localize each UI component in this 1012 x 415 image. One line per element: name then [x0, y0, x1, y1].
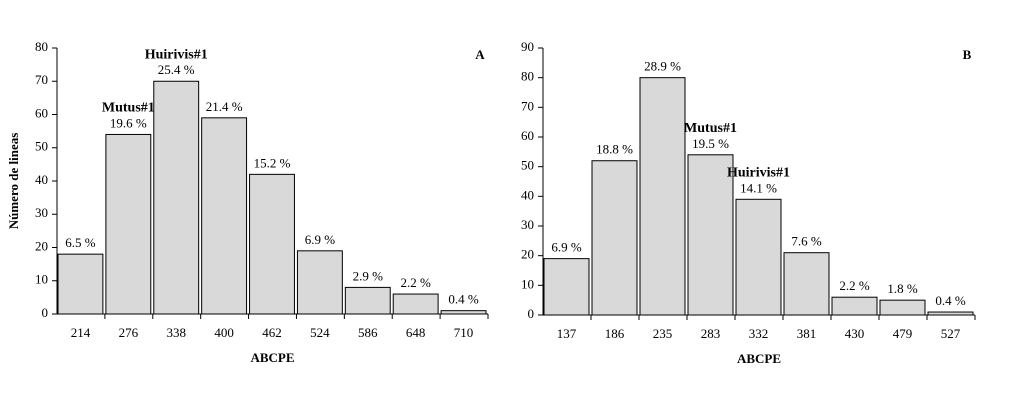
x-tick-label: 527: [941, 326, 961, 341]
x-tick-label: 381: [797, 326, 817, 341]
bar: [105, 133, 152, 315]
percent-label: 25.4 %: [158, 62, 195, 77]
x-axis-label: ABCPE: [250, 350, 294, 365]
x-tick-label: 214: [71, 325, 91, 340]
percent-label: 2.9 %: [353, 268, 384, 283]
x-tick-label: 430: [845, 326, 865, 341]
annotation: Huirivis#1: [145, 47, 208, 62]
x-tick-label: 235: [653, 326, 673, 341]
annotation: Huirivis#1: [727, 166, 790, 181]
annotation: Mutus#1: [684, 121, 737, 136]
y-tick-label: 40: [35, 172, 48, 187]
bar: [57, 253, 104, 315]
x-tick-label: 524: [310, 325, 330, 340]
bar: [440, 310, 487, 315]
percent-label: 6.9 %: [305, 232, 336, 247]
percent-label: 1.8 %: [887, 281, 918, 296]
bar: [783, 252, 830, 316]
percent-label: 7.6 %: [791, 234, 822, 249]
bar: [543, 258, 590, 316]
y-tick-label: 40: [521, 187, 534, 202]
x-tick-label: 137: [557, 326, 577, 341]
y-tick-label: 30: [35, 205, 48, 220]
x-tick-label: 276: [119, 325, 139, 340]
x-tick-label: 400: [214, 325, 234, 340]
bar: [296, 250, 343, 315]
y-tick-label: 90: [521, 39, 534, 54]
bar: [735, 198, 782, 316]
bar: [392, 293, 439, 315]
percent-label: 28.9 %: [644, 59, 681, 74]
percent-label: 6.9 %: [551, 240, 582, 255]
x-tick-label: 283: [701, 326, 721, 341]
percent-label: 14.1 %: [740, 180, 777, 195]
x-tick-label: 648: [406, 325, 426, 340]
bar: [344, 286, 391, 315]
percent-label: 21.4 %: [206, 99, 243, 114]
x-tick-label: 332: [749, 326, 769, 341]
bar: [201, 117, 248, 315]
panel-label: B: [963, 47, 972, 62]
panel-label: A: [475, 47, 485, 62]
percent-label: 2.2 %: [400, 275, 431, 290]
percent-label: 2.2 %: [839, 278, 870, 293]
y-tick-label: 30: [521, 217, 534, 232]
y-tick-label: 60: [521, 128, 534, 143]
bar: [249, 173, 295, 315]
annotation: Mutus#1: [102, 101, 155, 116]
y-axis-label: Número de lineas: [6, 133, 21, 230]
percent-label: 0.4 %: [448, 292, 479, 307]
percent-label: 19.6 %: [110, 115, 147, 130]
x-tick-label: 586: [358, 325, 378, 340]
percent-label: 19.5 %: [692, 136, 729, 151]
bar: [831, 296, 878, 316]
bar: [639, 77, 686, 316]
y-tick-label: 10: [521, 276, 534, 291]
x-tick-label: 462: [262, 325, 282, 340]
bar: [591, 160, 638, 316]
bar: [879, 299, 926, 316]
y-tick-label: 70: [35, 72, 48, 87]
y-tick-label: 60: [35, 105, 48, 120]
x-tick-label: 186: [605, 326, 625, 341]
bar: [687, 154, 734, 316]
y-tick-label: 80: [35, 39, 48, 54]
y-tick-label: 20: [521, 247, 534, 262]
x-tick-label: 479: [893, 326, 913, 341]
y-tick-label: 0: [528, 306, 535, 321]
bar: [927, 311, 974, 316]
percent-label: 6.5 %: [65, 235, 96, 250]
percent-label: 18.8 %: [596, 142, 633, 157]
bar: [153, 80, 200, 315]
x-axis-label: ABCPE: [737, 351, 781, 366]
y-tick-label: 50: [35, 139, 48, 154]
x-tick-label: 338: [166, 325, 186, 340]
x-tick-label: 710: [454, 325, 474, 340]
y-tick-label: 80: [521, 69, 534, 84]
y-tick-label: 70: [521, 98, 534, 113]
y-tick-label: 50: [521, 158, 534, 173]
percent-label: 0.4 %: [935, 293, 966, 308]
y-tick-label: 20: [35, 238, 48, 253]
y-tick-label: 0: [42, 305, 49, 320]
percent-label: 15.2 %: [254, 155, 291, 170]
y-tick-label: 10: [35, 272, 48, 287]
